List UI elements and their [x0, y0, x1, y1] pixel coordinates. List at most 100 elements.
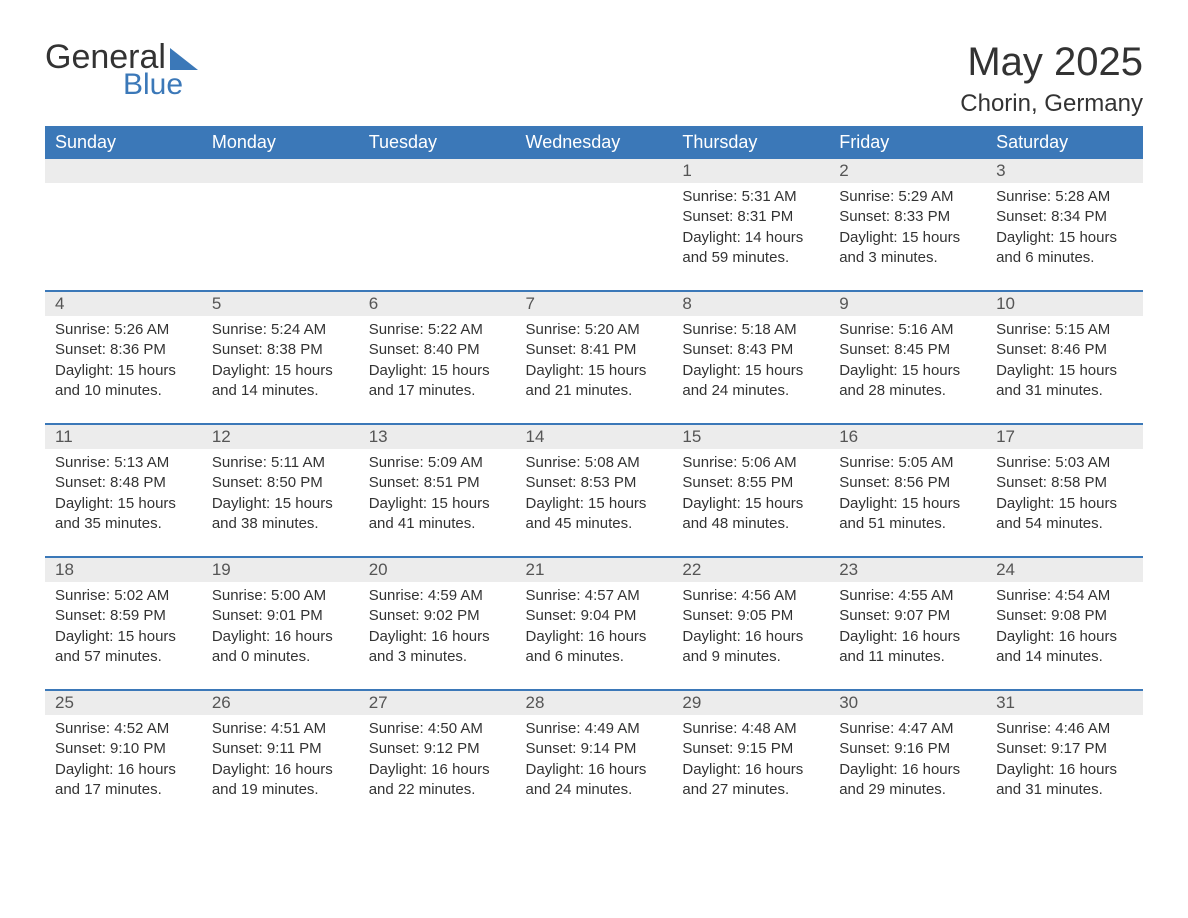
- day-header-friday: Friday: [829, 126, 986, 159]
- sunrise-line: Sunrise: 5:06 AM: [682, 453, 819, 473]
- day-detail-cell: Sunrise: 5:11 AMSunset: 8:50 PMDaylight:…: [202, 449, 359, 557]
- sunset-line: Sunset: 8:51 PM: [369, 473, 506, 493]
- day-details: Sunrise: 4:49 AMSunset: 9:14 PMDaylight:…: [516, 715, 673, 800]
- day-number-cell: [359, 159, 516, 183]
- day-details: Sunrise: 5:22 AMSunset: 8:40 PMDaylight:…: [359, 316, 516, 401]
- daylight-line: Daylight: 16 hours and 3 minutes.: [369, 627, 506, 668]
- day-number: 23: [829, 558, 986, 582]
- day-number-cell: 31: [986, 690, 1143, 715]
- day-number-cell: 18: [45, 557, 202, 582]
- day-number: 17: [986, 425, 1143, 449]
- day-details: Sunrise: 4:55 AMSunset: 9:07 PMDaylight:…: [829, 582, 986, 667]
- sunset-line: Sunset: 9:16 PM: [839, 739, 976, 759]
- day-detail-cell: Sunrise: 5:02 AMSunset: 8:59 PMDaylight:…: [45, 582, 202, 690]
- day-number: 18: [45, 558, 202, 582]
- day-details: Sunrise: 4:56 AMSunset: 9:05 PMDaylight:…: [672, 582, 829, 667]
- day-detail-cell: Sunrise: 4:55 AMSunset: 9:07 PMDaylight:…: [829, 582, 986, 690]
- sunset-line: Sunset: 9:10 PM: [55, 739, 192, 759]
- daylight-line: Daylight: 15 hours and 3 minutes.: [839, 228, 976, 269]
- daylight-line: Daylight: 15 hours and 28 minutes.: [839, 361, 976, 402]
- sunset-line: Sunset: 8:58 PM: [996, 473, 1133, 493]
- title-block: May 2025 Chorin, Germany: [960, 40, 1143, 118]
- day-details: Sunrise: 5:03 AMSunset: 8:58 PMDaylight:…: [986, 449, 1143, 534]
- day-detail-cell: Sunrise: 4:48 AMSunset: 9:15 PMDaylight:…: [672, 715, 829, 822]
- sunrise-line: Sunrise: 5:11 AM: [212, 453, 349, 473]
- day-number: 6: [359, 292, 516, 316]
- day-number: 27: [359, 691, 516, 715]
- day-number-cell: 7: [516, 291, 673, 316]
- sunset-line: Sunset: 9:15 PM: [682, 739, 819, 759]
- daylight-line: Daylight: 16 hours and 31 minutes.: [996, 760, 1133, 801]
- day-number-cell: 19: [202, 557, 359, 582]
- day-number: 24: [986, 558, 1143, 582]
- sunrise-line: Sunrise: 4:56 AM: [682, 586, 819, 606]
- day-number-cell: 16: [829, 424, 986, 449]
- day-details: Sunrise: 5:08 AMSunset: 8:53 PMDaylight:…: [516, 449, 673, 534]
- daylight-line: Daylight: 15 hours and 21 minutes.: [526, 361, 663, 402]
- sunset-line: Sunset: 8:59 PM: [55, 606, 192, 626]
- daylight-line: Daylight: 15 hours and 45 minutes.: [526, 494, 663, 535]
- day-number: [202, 159, 359, 183]
- sunrise-line: Sunrise: 4:50 AM: [369, 719, 506, 739]
- day-number-cell: 27: [359, 690, 516, 715]
- day-details: Sunrise: 5:11 AMSunset: 8:50 PMDaylight:…: [202, 449, 359, 534]
- day-detail-cell: [359, 183, 516, 291]
- day-number: 12: [202, 425, 359, 449]
- day-detail-cell: Sunrise: 5:29 AMSunset: 8:33 PMDaylight:…: [829, 183, 986, 291]
- day-detail-cell: Sunrise: 4:52 AMSunset: 9:10 PMDaylight:…: [45, 715, 202, 822]
- page-title: May 2025: [960, 40, 1143, 84]
- sunset-line: Sunset: 9:12 PM: [369, 739, 506, 759]
- day-details: Sunrise: 4:52 AMSunset: 9:10 PMDaylight:…: [45, 715, 202, 800]
- day-number-cell: 9: [829, 291, 986, 316]
- week-detail-row: Sunrise: 5:02 AMSunset: 8:59 PMDaylight:…: [45, 582, 1143, 690]
- sunrise-line: Sunrise: 5:13 AM: [55, 453, 192, 473]
- daylight-line: Daylight: 15 hours and 57 minutes.: [55, 627, 192, 668]
- day-number: 13: [359, 425, 516, 449]
- day-number: 5: [202, 292, 359, 316]
- day-number: 25: [45, 691, 202, 715]
- day-header-monday: Monday: [202, 126, 359, 159]
- sunset-line: Sunset: 8:40 PM: [369, 340, 506, 360]
- day-number: 7: [516, 292, 673, 316]
- daylight-line: Daylight: 15 hours and 51 minutes.: [839, 494, 976, 535]
- day-number-cell: 20: [359, 557, 516, 582]
- brand-logo: General Blue: [45, 40, 198, 100]
- day-detail-cell: Sunrise: 4:47 AMSunset: 9:16 PMDaylight:…: [829, 715, 986, 822]
- sunrise-line: Sunrise: 4:54 AM: [996, 586, 1133, 606]
- day-number-cell: 11: [45, 424, 202, 449]
- day-details: Sunrise: 4:46 AMSunset: 9:17 PMDaylight:…: [986, 715, 1143, 800]
- day-number: 4: [45, 292, 202, 316]
- day-detail-cell: Sunrise: 5:24 AMSunset: 8:38 PMDaylight:…: [202, 316, 359, 424]
- day-header-thursday: Thursday: [672, 126, 829, 159]
- daylight-line: Daylight: 16 hours and 17 minutes.: [55, 760, 192, 801]
- sunrise-line: Sunrise: 5:15 AM: [996, 320, 1133, 340]
- calendar-body: 123Sunrise: 5:31 AMSunset: 8:31 PMDaylig…: [45, 159, 1143, 822]
- daylight-line: Daylight: 16 hours and 19 minutes.: [212, 760, 349, 801]
- week-detail-row: Sunrise: 4:52 AMSunset: 9:10 PMDaylight:…: [45, 715, 1143, 822]
- sunset-line: Sunset: 8:55 PM: [682, 473, 819, 493]
- day-number: 11: [45, 425, 202, 449]
- day-number-cell: 13: [359, 424, 516, 449]
- day-detail-cell: Sunrise: 5:03 AMSunset: 8:58 PMDaylight:…: [986, 449, 1143, 557]
- day-detail-cell: [45, 183, 202, 291]
- day-detail-cell: Sunrise: 4:51 AMSunset: 9:11 PMDaylight:…: [202, 715, 359, 822]
- daylight-line: Daylight: 15 hours and 6 minutes.: [996, 228, 1133, 269]
- day-detail-cell: Sunrise: 5:18 AMSunset: 8:43 PMDaylight:…: [672, 316, 829, 424]
- sunrise-line: Sunrise: 5:09 AM: [369, 453, 506, 473]
- daylight-line: Daylight: 15 hours and 31 minutes.: [996, 361, 1133, 402]
- day-details: Sunrise: 5:16 AMSunset: 8:45 PMDaylight:…: [829, 316, 986, 401]
- sunset-line: Sunset: 8:56 PM: [839, 473, 976, 493]
- day-details: Sunrise: 4:48 AMSunset: 9:15 PMDaylight:…: [672, 715, 829, 800]
- day-detail-cell: Sunrise: 5:20 AMSunset: 8:41 PMDaylight:…: [516, 316, 673, 424]
- sunrise-line: Sunrise: 4:52 AM: [55, 719, 192, 739]
- daylight-line: Daylight: 16 hours and 9 minutes.: [682, 627, 819, 668]
- sunset-line: Sunset: 9:08 PM: [996, 606, 1133, 626]
- daylight-line: Daylight: 16 hours and 22 minutes.: [369, 760, 506, 801]
- daylight-line: Daylight: 16 hours and 6 minutes.: [526, 627, 663, 668]
- day-number-cell: [45, 159, 202, 183]
- sunset-line: Sunset: 8:38 PM: [212, 340, 349, 360]
- day-detail-cell: Sunrise: 5:05 AMSunset: 8:56 PMDaylight:…: [829, 449, 986, 557]
- day-number-cell: 28: [516, 690, 673, 715]
- daylight-line: Daylight: 16 hours and 11 minutes.: [839, 627, 976, 668]
- day-number: 21: [516, 558, 673, 582]
